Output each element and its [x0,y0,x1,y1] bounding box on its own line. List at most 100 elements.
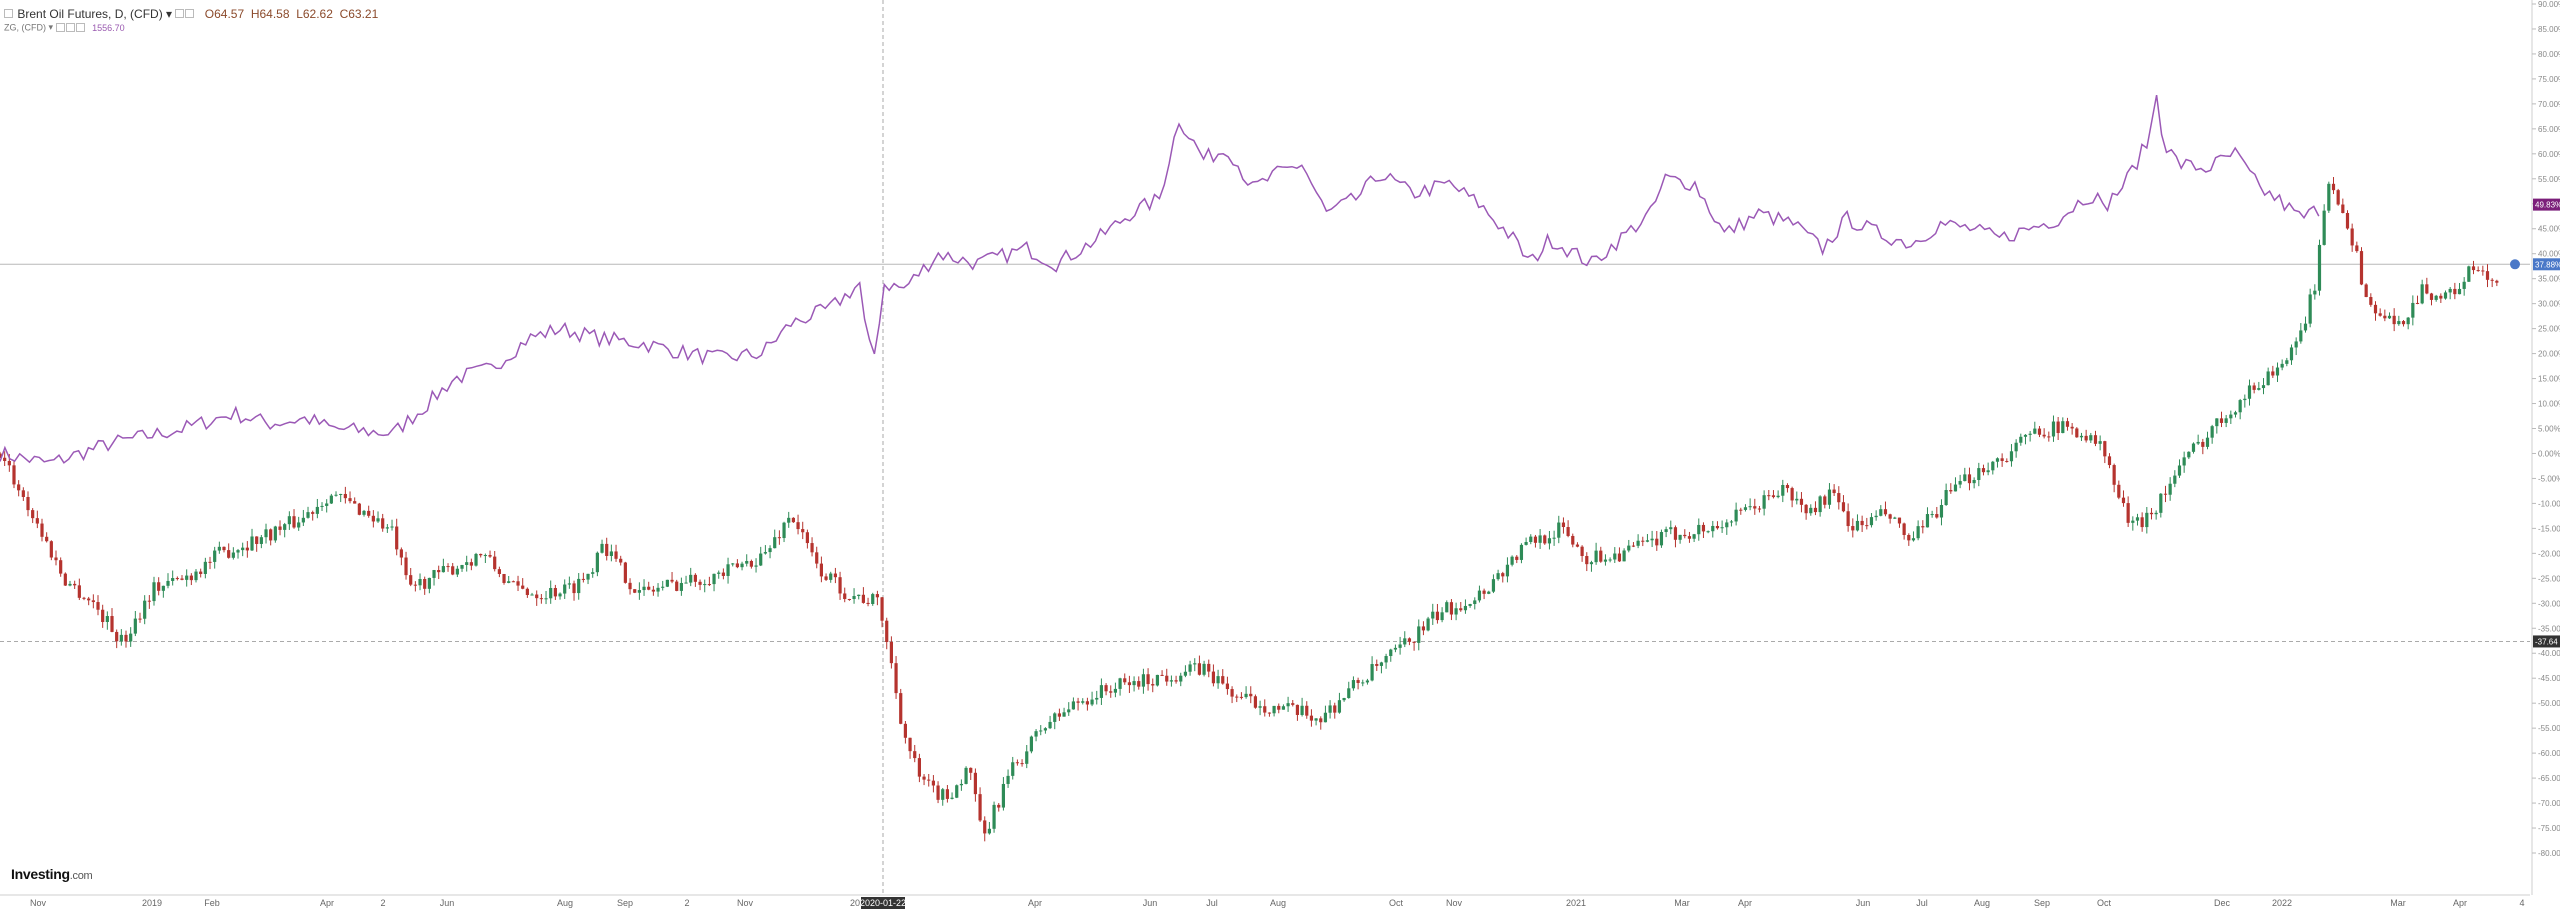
chevron-down-icon[interactable]: ▾ [48,22,54,33]
candle-body [2280,363,2284,368]
candle-body [2135,517,2140,521]
candlestick-series [0,177,2499,842]
candle [2439,293,2443,303]
candle [651,585,655,596]
candle-body [2406,317,2410,325]
investing-logo[interactable]: Investing.com [11,866,93,882]
candle [1776,490,1780,499]
candle [1379,661,1384,674]
candle-body [1459,608,1463,611]
candle [782,521,786,543]
candle-body [1543,535,1547,544]
candle [1034,729,1038,742]
candle [1645,534,1650,543]
candle [320,502,324,511]
candle [250,528,254,552]
y-tick-label: -60.00% [2538,749,2560,758]
candle [2261,378,2266,395]
y-tick-label: 65.00% [2538,125,2560,134]
candle [1239,692,1244,700]
candle [801,521,805,540]
candle-body [2177,465,2182,476]
eye-icon[interactable] [175,9,185,19]
candle [889,636,893,669]
symbol-title[interactable]: Brent Oil Futures, D, (CFD) [17,6,163,21]
candle [1417,619,1421,651]
candle [969,767,973,780]
candle-body [1207,663,1211,672]
candle [325,499,329,513]
candle-body [1697,524,1701,535]
candle [2364,283,2368,298]
candle-body [2121,497,2126,504]
candle-body [21,490,25,497]
candle-body [2140,517,2144,528]
candle-body [2229,414,2233,419]
candle-body [474,553,478,566]
ohlc-values: O64.57 H64.58 L62.62 C63.21 [205,7,379,21]
candle [1384,653,1388,669]
candle [367,505,371,518]
candle-body [1720,527,1724,529]
price-value-badge [2533,258,2560,271]
candle-body [1445,602,1449,613]
candle [1482,588,1486,600]
crosshair-date-label: 2020-01-22 [860,898,906,908]
candle [1277,703,1281,714]
y-tick-label: 10.00% [2538,400,2560,409]
candle [171,570,175,586]
candle [1757,505,1762,513]
candle-body [675,581,679,591]
y-tick-label: 40.00% [2538,250,2560,259]
candle-body [2373,304,2378,314]
last-price-marker [2510,259,2520,270]
candle [745,554,749,567]
y-tick-label: 60.00% [2538,150,2560,159]
candle [628,578,632,595]
candle-body [1617,553,1622,562]
candle-body [1762,495,1766,509]
chevron-down-icon[interactable]: ▾ [166,6,173,21]
price-axis: 90.00% 85.00% 80.00% 75.00% 70.00% 65.00% 60.0… [2531,0,2560,895]
candle [474,552,478,567]
compare-title[interactable]: ZG, (CFD) [4,22,46,33]
candle-body [45,536,49,542]
candle [404,551,408,580]
candle-body [544,598,548,600]
candle-body [1715,525,1720,529]
y-tick-label: -20.00% [2538,549,2560,558]
settings-icon[interactable] [185,9,195,19]
candle [2140,512,2144,532]
candle [45,532,49,543]
candle [1225,676,1230,695]
candle-body [390,526,394,528]
candle [1113,682,1118,698]
candle [1431,603,1435,625]
candle-body [903,723,907,738]
x-tick-label: Apr [320,898,334,908]
candle [2051,415,2056,442]
collapse-icon[interactable] [4,9,13,19]
candle-body [768,548,772,553]
candle [96,595,100,616]
candle-body [731,563,735,565]
close-icon[interactable] [75,23,85,33]
candle [740,561,744,571]
candle [1123,673,1127,685]
candle [1071,697,1076,710]
candle [1328,700,1332,719]
candle-body [871,594,875,604]
candle [385,524,389,533]
candle-body [1421,626,1426,631]
candle-body [801,529,805,533]
candle [161,585,165,598]
candle-body [1328,705,1332,713]
candle [1216,669,1220,689]
candle-body [17,484,21,491]
candle-body [1692,534,1696,539]
candle [2462,277,2466,296]
eye-icon[interactable] [55,23,65,33]
settings-icon[interactable] [65,23,75,33]
candle [1725,519,1729,535]
